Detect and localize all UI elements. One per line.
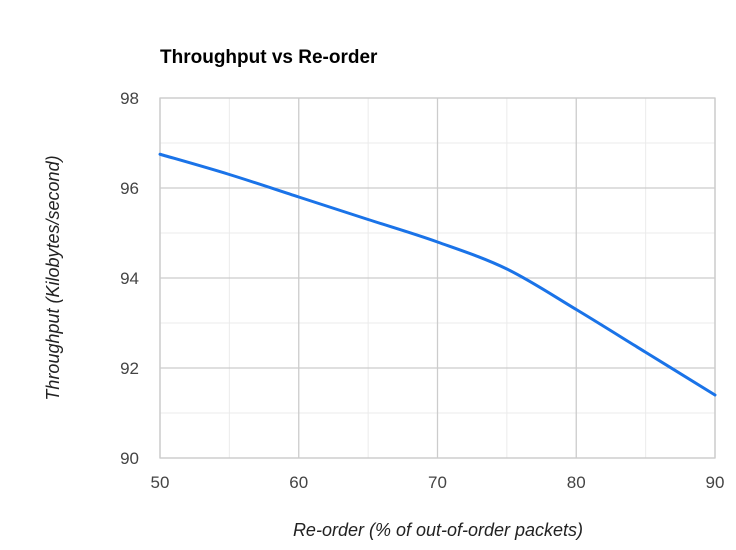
y-axis-ticks: 90 92 94 96 98 [120, 89, 139, 468]
y-tick-label: 92 [120, 359, 139, 378]
y-tick-label: 90 [120, 449, 139, 468]
plot-area-border [159, 97, 716, 459]
y-tick-label: 96 [120, 179, 139, 198]
y-tick-label: 94 [120, 269, 139, 288]
x-tick-label: 70 [428, 473, 447, 492]
series-line [158, 152, 717, 397]
chart-title: Throughput vs Re-order [160, 47, 378, 68]
x-tick-label: 90 [706, 473, 725, 492]
y-axis-title: Throughput (Kilobytes/second) [43, 155, 63, 400]
x-tick-label: 60 [289, 473, 308, 492]
grid [159, 97, 716, 459]
x-tick-label: 50 [151, 473, 170, 492]
y-tick-label: 98 [120, 89, 139, 108]
x-axis-ticks: 50 60 70 80 90 [151, 473, 725, 492]
series-layer [158, 152, 717, 397]
x-axis-title: Re-order (% of out-of-order packets) [293, 520, 583, 540]
x-tick-label: 80 [567, 473, 586, 492]
